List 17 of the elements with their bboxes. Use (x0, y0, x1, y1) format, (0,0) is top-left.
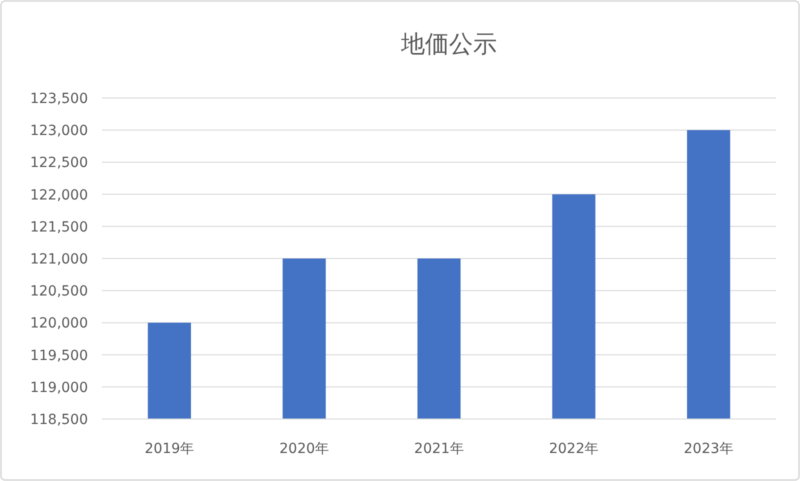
ytick: 119,000 (30, 380, 88, 396)
ytick: 118,500 (30, 412, 88, 428)
ytick: 121,000 (30, 252, 88, 268)
title: 地価公示 (401, 30, 497, 58)
ytick: 122,000 (30, 187, 88, 204)
xtick: 2021年 (414, 441, 464, 457)
xtick: 2019年 (144, 441, 194, 457)
xtick: 2022年 (548, 441, 599, 457)
xtick: 2020年 (279, 441, 330, 457)
ytick: 123,500 (30, 91, 88, 107)
ytick: 119,500 (30, 348, 88, 364)
ytick: 120,000 (30, 316, 88, 332)
ytick: 121,500 (30, 219, 88, 236)
ytick: 122,500 (30, 155, 88, 172)
ytick: 123,000 (30, 123, 88, 140)
ytick: 120,500 (30, 284, 88, 300)
xtick: 2023年 (684, 441, 734, 457)
